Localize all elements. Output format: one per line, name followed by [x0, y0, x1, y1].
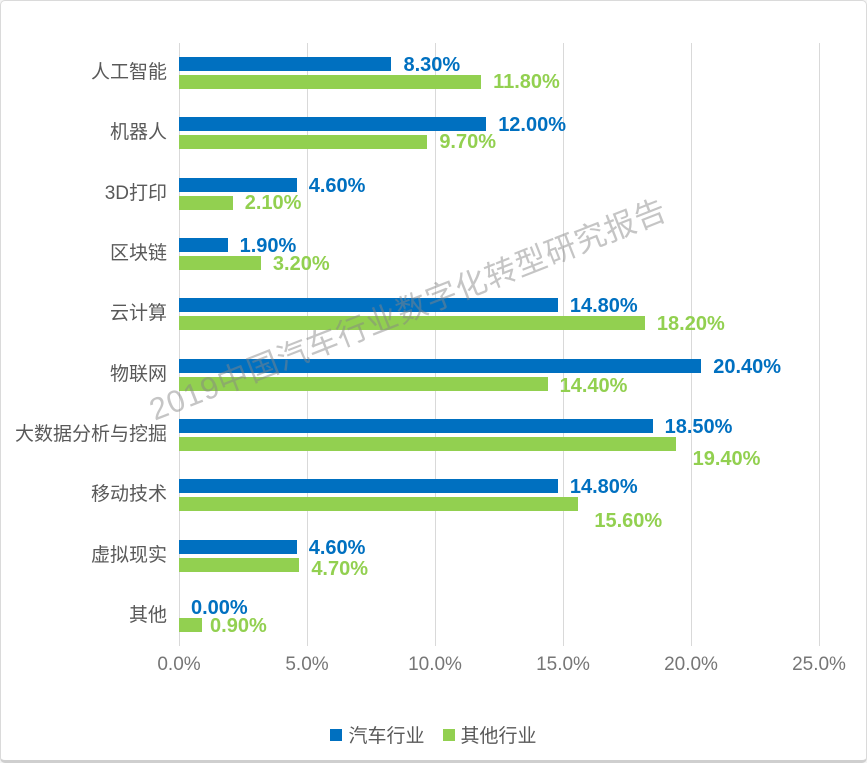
gridline: [434, 43, 436, 646]
other-industry-bar: [179, 436, 676, 451]
auto-industry-value-label: 1.90%: [239, 235, 297, 258]
auto-industry-bar: [179, 539, 297, 554]
legend-item-auto-industry: 汽车行业: [330, 721, 425, 748]
category-label: 3D打印: [104, 182, 167, 204]
auto-industry-bar: [179, 298, 558, 313]
category-label: 其他: [128, 604, 167, 626]
auto-industry-value-label: 4.60%: [308, 174, 366, 197]
auto-industry-bar: [179, 238, 228, 253]
auto-industry-value-label: 20.40%: [713, 355, 782, 378]
legend-label-other-industry: 其他行业: [460, 726, 537, 747]
other-industry-bar: [179, 376, 548, 391]
other-industry-value-label: 19.40%: [692, 447, 761, 470]
other-industry-value-label: 3.20%: [272, 253, 330, 276]
other-industry-bar: [179, 557, 300, 572]
auto-industry-bar: [179, 358, 702, 373]
x-axis-tick-label: 0.0%: [157, 654, 201, 675]
legend-item-other-industry: 其他行业: [442, 721, 537, 748]
other-industry-value-label: 9.70%: [439, 131, 497, 154]
x-axis-tick-label: 25.0%: [792, 654, 846, 675]
other-industry-bar: [179, 135, 428, 150]
legend-swatch-auto-industry: [330, 728, 343, 741]
gridline: [690, 43, 692, 646]
other-industry-value-label: 15.60%: [594, 510, 663, 533]
auto-industry-bar: [179, 418, 653, 433]
category-label: 区块链: [109, 243, 167, 265]
category-label: 机器人: [109, 122, 167, 144]
auto-industry-value-label: 8.30%: [403, 54, 461, 77]
category-label: 云计算: [109, 303, 167, 325]
other-industry-value-label: 18.20%: [656, 313, 725, 336]
other-industry-bar: [179, 195, 233, 210]
category-label: 人工智能: [90, 62, 167, 84]
other-industry-value-label: 14.40%: [559, 374, 628, 397]
plot-area: 8.30% 11.80% 12.00% 9.70% 4.60% 2.10% 1.90% 3.2…: [178, 43, 820, 646]
other-industry-value-label: 4.70%: [311, 557, 369, 580]
x-axis-tick-label: 20.0%: [664, 654, 718, 675]
x-axis-tick-label: 10.0%: [408, 654, 462, 675]
auto-industry-bar: [179, 479, 558, 494]
legend: 汽车行业 其他行业: [1, 721, 866, 748]
category-label: 大数据分析与挖掘: [14, 423, 167, 445]
auto-industry-value-label: 14.80%: [569, 476, 638, 499]
x-axis-tick-label: 15.0%: [536, 654, 590, 675]
category-label: 虚拟现实: [90, 544, 167, 566]
auto-industry-value-label: 0.00%: [191, 596, 248, 619]
auto-industry-bar: [179, 117, 487, 132]
other-industry-value-label: 2.10%: [244, 191, 302, 214]
gridline: [818, 43, 820, 646]
other-industry-value-label: 0.90%: [210, 614, 267, 637]
other-industry-value-label: 11.80%: [493, 71, 560, 94]
other-industry-bar: [179, 75, 482, 90]
legend-label-auto-industry: 汽车行业: [348, 726, 425, 747]
auto-industry-value-label: 4.60%: [308, 536, 366, 559]
category-axis: 人工智能机器人 3D打印区块链云计算物联网大数据分析与挖掘移动技术虚拟现实其他: [1, 43, 167, 646]
gridline: [562, 43, 564, 646]
auto-industry-bar: [179, 177, 297, 192]
category-label: 物联网: [109, 363, 167, 385]
gridline: [178, 43, 180, 646]
auto-industry-bar: [179, 57, 392, 72]
other-industry-bar: [179, 316, 645, 331]
legend-swatch-other-industry: [442, 728, 455, 741]
other-industry-bar: [179, 617, 203, 632]
other-industry-bar: [179, 256, 261, 271]
category-label: 移动技术: [90, 484, 167, 506]
other-industry-bar: [179, 497, 579, 512]
x-axis-tick-label: 5.0%: [285, 654, 329, 675]
auto-industry-value-label: 12.00%: [498, 114, 567, 137]
auto-industry-value-label: 18.50%: [664, 415, 733, 438]
gridline: [306, 43, 308, 646]
auto-industry-value-label: 14.80%: [569, 295, 638, 318]
